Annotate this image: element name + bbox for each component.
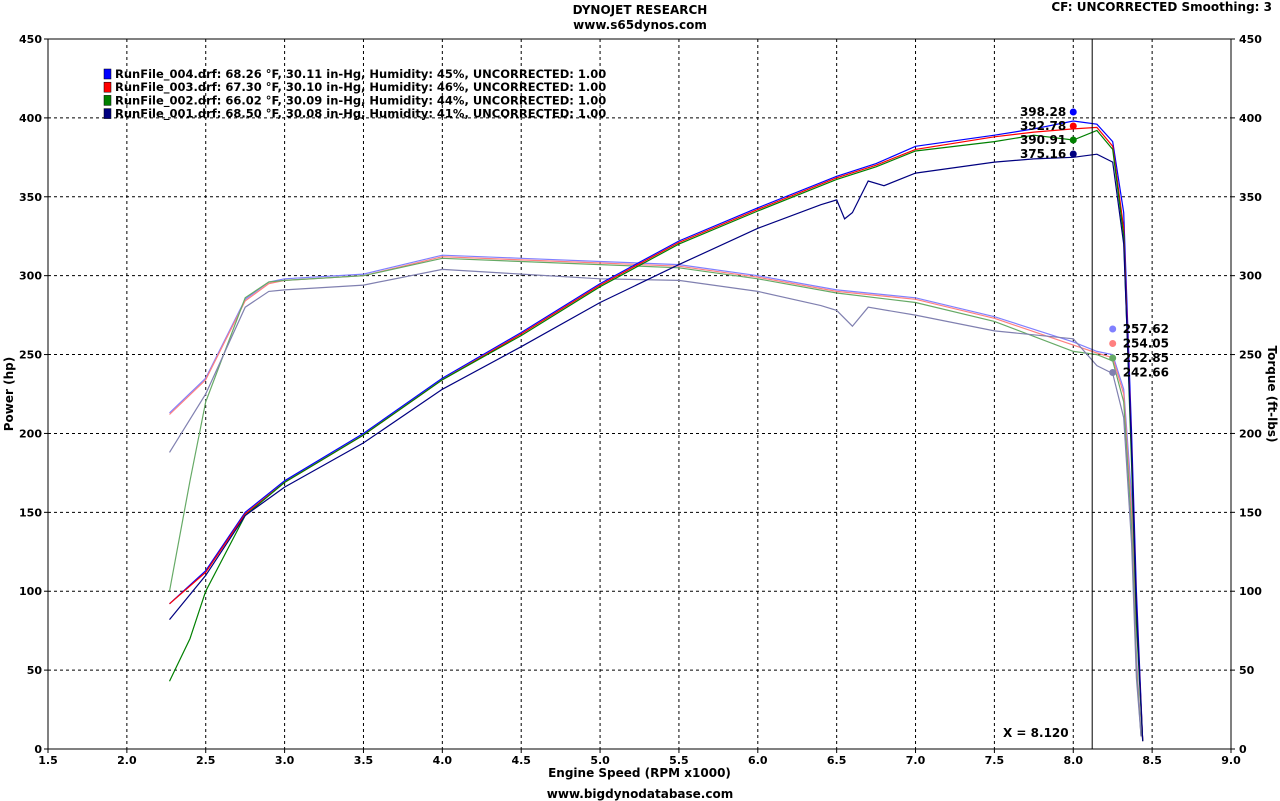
plot-area: [47, 38, 1232, 750]
legend-entry-3: RunFile_002.drf: 66.02 °F, 30.09 in-Hg, …: [115, 93, 606, 108]
torque-marker-label-1: 257.62: [1123, 322, 1169, 336]
y-tick-label: 150: [19, 506, 42, 519]
y2-axis-label: Torque (ft-lbs): [1265, 346, 1279, 443]
x-tick-label: 4.0: [433, 754, 453, 767]
power-line-1: [169, 120, 1144, 742]
y2-tick-label: 100: [1239, 585, 1262, 598]
x-tick-label: 6.5: [827, 754, 847, 767]
legend-entry-2: RunFile_003.drf: 67.30 °F, 30.10 in-Hg, …: [115, 80, 606, 95]
legend-swatch-4: [103, 108, 112, 119]
x-tick-label: 7.5: [985, 754, 1005, 767]
y-tick-label: 0: [34, 743, 42, 756]
x-tick-label: 6.0: [748, 754, 768, 767]
y-tick-label: 100: [19, 585, 42, 598]
y-tick-label: 200: [19, 427, 42, 440]
y2-tick-label: 450: [1239, 33, 1262, 46]
torque-line-4: [168, 268, 1142, 737]
y-tick-label: 300: [19, 270, 42, 283]
legend-entry-1: RunFile_004.drf: 68.26 °F, 30.11 in-Hg, …: [115, 67, 606, 82]
torque-marker-4: [1109, 369, 1117, 376]
y2-tick-label: 0: [1239, 743, 1247, 756]
torque-marker-label-4: 242.66: [1123, 366, 1169, 380]
chart-subtitle: www.s65dynos.com: [573, 18, 707, 32]
y-tick-label: 450: [19, 33, 42, 46]
x-tick-label: 3.0: [275, 754, 295, 767]
torque-marker-label-2: 254.05: [1123, 337, 1169, 351]
legend-entry-4: RunFile_001.drf: 68.50 °F, 30.08 in-Hg, …: [115, 107, 606, 122]
torque-marker-label-3: 252.85: [1123, 351, 1169, 365]
x-tick-label: 2.0: [117, 754, 137, 767]
y-tick-label: 250: [19, 349, 42, 362]
x-tick-label: 5.5: [669, 754, 689, 767]
y2-tick-label: 50: [1239, 664, 1255, 677]
correction-factor-info: CF: UNCORRECTED Smoothing: 3: [1051, 0, 1272, 14]
power-line-3: [168, 129, 1144, 742]
torque-line-3: [168, 257, 1142, 737]
power-marker-label-2: 392.78: [1020, 119, 1066, 133]
power-marker-2: [1069, 122, 1077, 130]
power-line-4: [169, 153, 1144, 742]
torque-line-2: [169, 256, 1142, 737]
torque-marker-2: [1109, 340, 1117, 347]
cursor-readout: X = 8.120: [1003, 726, 1069, 740]
torque-marker-1: [1109, 325, 1117, 333]
legend-swatch-3: [103, 95, 112, 106]
footer-website: www.bigdynodatabase.com: [546, 787, 734, 801]
x-axis-label: Engine Speed (RPM x1000): [548, 766, 731, 780]
chart-title: DYNOJET RESEARCH: [572, 3, 708, 17]
y-tick-label: 400: [19, 112, 42, 125]
legend-swatch-1: [103, 68, 112, 80]
y-tick-label: 50: [27, 664, 43, 677]
x-tick-label: 9.0: [1221, 754, 1241, 767]
x-tick-label: 8.0: [1064, 754, 1084, 767]
power-marker-3: [1069, 136, 1077, 144]
power-marker-label-1: 398.28: [1020, 105, 1066, 119]
power-marker-label-4: 375.16: [1020, 147, 1066, 161]
power-marker-4: [1069, 150, 1077, 158]
y2-tick-label: 250: [1239, 349, 1262, 362]
y2-tick-label: 300: [1239, 270, 1262, 283]
x-tick-label: 5.0: [590, 754, 610, 767]
y2-tick-label: 200: [1239, 427, 1262, 440]
x-tick-label: 4.5: [511, 754, 531, 767]
power-marker-label-3: 390.91: [1020, 133, 1066, 147]
x-tick-label: 8.5: [1142, 754, 1162, 767]
x-tick-label: 3.5: [354, 754, 374, 767]
y-tick-label: 350: [19, 191, 42, 204]
x-tick-label: 1.5: [38, 754, 58, 767]
y-axis-label: Power (hp): [2, 357, 16, 431]
y2-tick-label: 350: [1239, 191, 1262, 204]
x-tick-label: 7.0: [906, 754, 926, 767]
torque-marker-3: [1109, 354, 1117, 362]
x-tick-label: 2.5: [196, 754, 216, 767]
y2-tick-label: 150: [1239, 506, 1262, 519]
y2-tick-label: 400: [1239, 112, 1262, 125]
legend-swatch-2: [103, 81, 112, 93]
power-marker-1: [1069, 108, 1077, 116]
